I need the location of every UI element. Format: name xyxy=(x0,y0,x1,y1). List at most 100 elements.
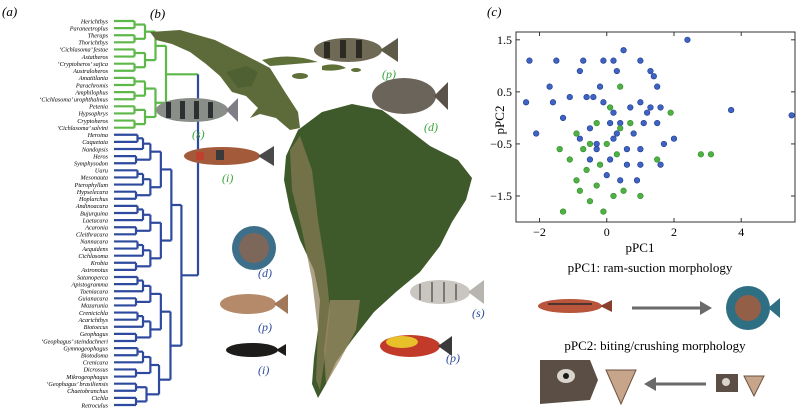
taxon-labels: HerichthysParaneetroplusTherapsThorichth… xyxy=(39,18,108,409)
taxon-label: Apistogramma xyxy=(71,281,108,288)
taxon-label: Dicrossus xyxy=(82,367,108,374)
x-axis-label: pPC1 xyxy=(626,240,655,255)
y-tick-label: −0.5 xyxy=(490,137,512,151)
map-jamaica xyxy=(292,73,308,79)
scatter-point-blue xyxy=(576,135,583,142)
taxon-label: Acaronia xyxy=(84,225,108,232)
fish-label-blue-s: (s) xyxy=(472,306,485,320)
taxon-label: Mazarunia xyxy=(80,303,108,310)
scatter-point-blue xyxy=(610,109,617,116)
fish-label-blue-p2: (p) xyxy=(446,351,460,365)
scatter-point-green xyxy=(697,151,704,158)
taxon-label: ‘Geophagus’ brasiliensis xyxy=(46,381,108,388)
scatter-point-blue xyxy=(586,156,594,163)
taxon-label: Hoplarchus xyxy=(78,196,109,203)
fish-blue-d xyxy=(232,226,276,270)
scatter-point-blue xyxy=(728,106,735,114)
scatter-point-blue xyxy=(670,135,678,142)
map-southern-cone xyxy=(324,300,360,384)
scatter-point-blue xyxy=(647,104,654,111)
scatter-point-blue xyxy=(643,109,651,116)
plot-frame xyxy=(515,31,796,223)
scatter-point-green xyxy=(573,177,580,184)
scatter-points xyxy=(522,36,795,215)
scatter-point-blue xyxy=(623,146,631,153)
taxon-label: ‘Cichlasoma’ salvini xyxy=(57,125,108,132)
panel-a-label: (a) xyxy=(2,4,17,19)
scatter-point-blue xyxy=(549,99,557,106)
scatter-point-blue xyxy=(633,177,641,184)
fish-blue-p2 xyxy=(380,335,452,357)
taxon-label: Symphysodon xyxy=(74,161,108,168)
fish-green-d xyxy=(372,78,448,114)
scatter-point-blue xyxy=(526,57,533,64)
x-tick-label: 2 xyxy=(671,225,677,239)
scatter-point-green xyxy=(637,192,644,200)
scatter-point-blue xyxy=(586,125,594,132)
scatter-point-blue xyxy=(617,177,624,184)
scatter-point-blue xyxy=(596,83,604,90)
y-axis-label: pPC2 xyxy=(492,106,507,135)
scatter-point-green xyxy=(593,119,600,127)
scatter-point-blue xyxy=(576,67,583,75)
panel-b-label: (b) xyxy=(150,6,165,21)
taxon-label: Andinoacara xyxy=(75,203,108,210)
scatter-point-green xyxy=(600,208,607,215)
taxon-label: Thorichthys xyxy=(78,40,108,47)
scatter-point-green xyxy=(576,187,583,194)
scatter-point-blue xyxy=(610,57,617,64)
pc2-arrow-head xyxy=(644,377,656,391)
map-andes xyxy=(290,136,330,390)
taxon-label: Heroina xyxy=(87,132,108,139)
scatter-point-green xyxy=(556,146,563,153)
taxon-label: Heros xyxy=(92,153,108,160)
scatter-point-green xyxy=(566,156,573,163)
pc1-arrow-head xyxy=(700,301,712,315)
scatter-point-blue xyxy=(637,146,644,153)
taxon-label: Caquetaia xyxy=(82,139,108,146)
scatter-point-green xyxy=(613,151,620,158)
x-tick-label: −2 xyxy=(533,225,546,239)
taxon-label: Aequidens xyxy=(81,246,108,253)
scatter-point-blue xyxy=(593,140,600,148)
scatter-point-blue xyxy=(654,83,661,90)
scatter-point-blue xyxy=(657,104,664,111)
scatter-point-green xyxy=(586,140,594,148)
scatter-point-blue xyxy=(603,172,610,179)
taxon-label: Cichla xyxy=(92,395,109,402)
map-cuba xyxy=(262,56,318,66)
fish-label-blue-i: (i) xyxy=(258,363,269,377)
panel-a: (a) HerichthysParaneetroplusTherapsThori… xyxy=(2,4,200,409)
scatter-point-blue xyxy=(660,140,668,148)
x-tick-label: 0 xyxy=(604,225,610,239)
fish-label-green-p: (p) xyxy=(382,67,396,81)
scatter-point-blue xyxy=(583,93,590,101)
fish-label-blue-d: (d) xyxy=(258,266,272,280)
taxon-label: Taeniacara xyxy=(80,289,108,296)
scatter-point-blue xyxy=(613,130,620,137)
scatter-point-blue xyxy=(607,156,614,163)
scatter-point-blue xyxy=(630,130,637,137)
map-yucatan xyxy=(226,66,258,88)
taxon-label: Cichlasoma xyxy=(78,253,108,260)
scatter-point-green xyxy=(610,192,617,200)
taxon-label: Crenicara xyxy=(83,360,108,367)
scatter-point-blue xyxy=(580,57,587,64)
scatter-point-blue xyxy=(600,99,607,106)
scatter-point-green xyxy=(627,119,634,127)
fish-label-green-i: (i) xyxy=(222,171,233,185)
scatter-point-green xyxy=(580,146,587,153)
taxon-label: Biotoecus xyxy=(84,324,109,331)
pc2-illustration xyxy=(540,360,765,406)
map-puerto-rico xyxy=(351,68,361,72)
taxon-label: Guianacara xyxy=(78,296,108,303)
scatter-point-green xyxy=(573,130,580,137)
fish-blue-s xyxy=(410,280,484,304)
taxon-label: Theraps xyxy=(88,33,109,40)
scatter-point-green xyxy=(620,187,627,194)
scatter-point-blue xyxy=(637,99,644,106)
taxon-label: Amphilophus xyxy=(74,89,108,96)
scatter-point-blue xyxy=(593,146,600,153)
scatter-point-blue xyxy=(553,57,560,64)
